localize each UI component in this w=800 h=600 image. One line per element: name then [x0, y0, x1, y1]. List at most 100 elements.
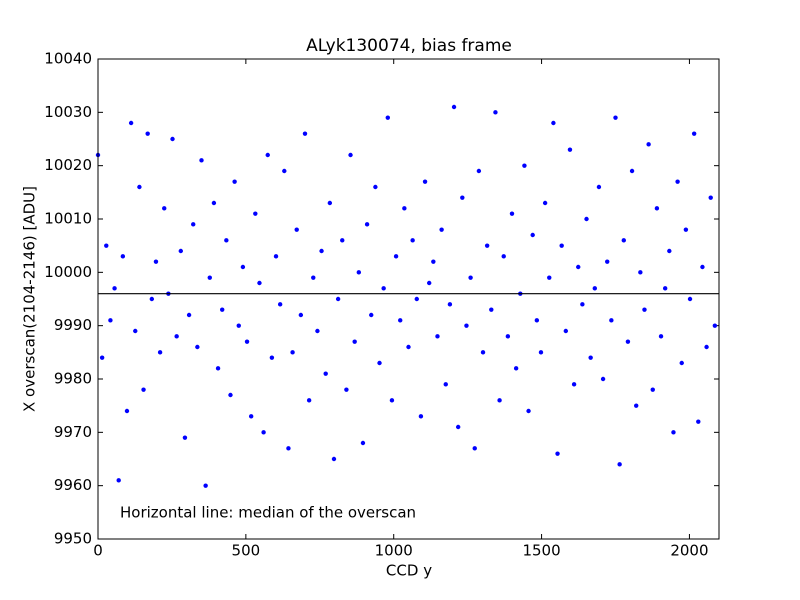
point — [191, 222, 196, 227]
point — [348, 152, 353, 158]
point — [286, 446, 291, 451]
point — [580, 302, 585, 307]
point — [211, 200, 217, 206]
point — [145, 131, 150, 136]
chart-title: ALyk130074, bias frame — [306, 36, 512, 56]
point — [369, 312, 374, 318]
point — [596, 184, 602, 190]
point — [555, 451, 560, 456]
point — [141, 387, 146, 392]
point — [439, 227, 444, 232]
point — [712, 323, 718, 328]
point — [497, 398, 502, 403]
point — [642, 307, 647, 312]
point — [571, 382, 577, 387]
point — [609, 318, 614, 323]
point — [261, 430, 266, 435]
point — [128, 120, 134, 126]
point — [232, 179, 237, 184]
point — [464, 323, 469, 328]
x-tick-label: 1500 — [522, 542, 560, 560]
y-tick-label: 10010 — [44, 210, 92, 228]
point — [625, 339, 631, 344]
point — [605, 259, 610, 264]
point — [451, 104, 457, 110]
point — [460, 195, 465, 200]
point — [691, 131, 697, 136]
y-tick-label: 9990 — [54, 316, 92, 334]
point — [658, 334, 664, 339]
point — [576, 264, 581, 270]
point — [186, 312, 192, 318]
point — [588, 355, 593, 360]
point — [277, 302, 283, 307]
point — [559, 243, 564, 248]
point — [116, 478, 121, 483]
annotation: Horizontal line: median of the overscan — [120, 504, 416, 522]
point — [662, 286, 668, 291]
point — [679, 360, 684, 366]
point — [377, 360, 382, 366]
point — [455, 424, 461, 430]
point — [538, 350, 544, 355]
point — [509, 211, 515, 216]
point — [302, 131, 308, 136]
point — [137, 184, 142, 190]
point — [157, 350, 163, 355]
point — [398, 318, 403, 323]
point — [634, 403, 639, 408]
point — [178, 248, 183, 254]
point — [700, 264, 705, 270]
point — [468, 275, 473, 280]
point — [621, 238, 626, 243]
point — [253, 211, 258, 216]
point — [393, 254, 399, 259]
point — [696, 419, 701, 424]
point — [418, 414, 424, 419]
point — [650, 387, 655, 392]
point — [410, 238, 415, 243]
point — [315, 328, 320, 334]
point — [476, 168, 482, 174]
point — [406, 344, 411, 350]
point — [501, 254, 506, 259]
point — [600, 376, 606, 382]
point — [265, 152, 270, 158]
point — [422, 179, 428, 184]
point — [360, 440, 366, 446]
point — [244, 339, 250, 344]
y-tick-label: 10020 — [44, 156, 92, 174]
point — [162, 206, 167, 211]
point — [563, 328, 569, 334]
point — [344, 387, 349, 392]
point — [199, 158, 204, 163]
point — [489, 307, 494, 312]
point — [567, 147, 573, 152]
point — [240, 264, 246, 270]
point — [617, 462, 622, 467]
point — [389, 398, 395, 403]
point — [104, 243, 109, 248]
y-tick-label: 10000 — [44, 263, 92, 281]
plot-frame — [97, 58, 720, 540]
point — [381, 286, 386, 291]
point — [195, 344, 200, 350]
x-tick-label: 2000 — [670, 542, 708, 560]
point — [447, 302, 453, 307]
point — [323, 371, 328, 376]
y-tick-label: 10040 — [44, 50, 92, 68]
point — [431, 259, 436, 264]
point — [306, 398, 312, 403]
point — [282, 168, 287, 174]
point — [505, 334, 511, 339]
point — [319, 248, 324, 254]
point — [671, 430, 676, 435]
point — [273, 254, 279, 259]
point — [675, 179, 680, 184]
point — [352, 339, 357, 344]
point — [629, 168, 635, 174]
point — [294, 227, 299, 232]
point — [708, 195, 713, 200]
point — [99, 355, 105, 360]
